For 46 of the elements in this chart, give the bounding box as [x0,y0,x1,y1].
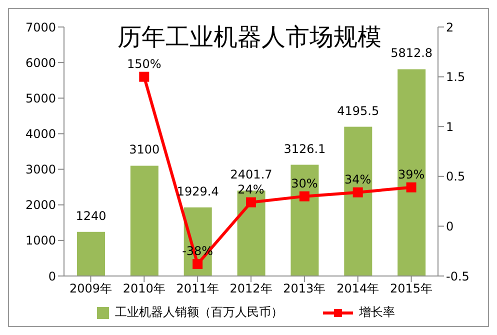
chart-title: 历年工业机器人市场规模 [118,23,382,51]
y2-tick-label: 1 [446,120,454,134]
y-tick-label: 3000 [25,162,56,177]
data-label: 1929.4 [176,184,219,198]
data-label: 150% [126,56,162,71]
data-label: 3100 [129,142,160,157]
point [352,187,363,198]
point [246,197,256,208]
y2-tick-label: 0 [446,219,454,234]
y-tick-label: 2000 [25,198,56,212]
data-label: 39% [398,167,425,182]
data-label: 1240 [76,208,106,223]
bar [290,164,319,276]
data-label: 34% [344,172,372,186]
x-tick-label: 2012年 [230,282,272,296]
data-label: 5812.8 [390,46,433,60]
bar [398,69,426,276]
point [406,182,416,192]
data-label: 4195.5 [337,104,380,118]
y-tick-label: 1000 [25,234,56,248]
bar [344,126,372,276]
y2-tick-label: 2 [446,20,454,34]
data-label: 3126.1 [284,142,326,156]
x-tick-label: 2014年 [336,282,380,296]
x-tick-label: 2009年 [69,282,112,296]
point [139,72,150,82]
x-tick-label: 2010年 [122,282,166,296]
data-label: 2401.7 [230,168,272,182]
x-tick-label: 2011年 [176,282,219,296]
data-label: 30% [291,176,318,190]
y-tick-label: 0 [48,269,56,284]
legend-label: 工业机器人销额（百万人民币） [114,304,283,321]
y-tick-label: 5000 [25,91,56,106]
legend-label: 增长率 [358,304,395,321]
x-tick-label: 2015年 [390,282,433,296]
point [299,191,310,202]
y2-tick-label: -0.5 [446,269,470,284]
bar [130,166,158,276]
x-tick-label: 2013年 [283,282,326,296]
y2-tick-label: 1.5 [446,70,466,84]
bar [77,232,105,276]
y2-tick-label: 0.5 [446,170,466,184]
y-tick-label: 6000 [25,56,56,70]
y-tick-label: 7000 [25,20,56,34]
y-tick-label: 4000 [25,126,56,141]
point [192,259,203,270]
